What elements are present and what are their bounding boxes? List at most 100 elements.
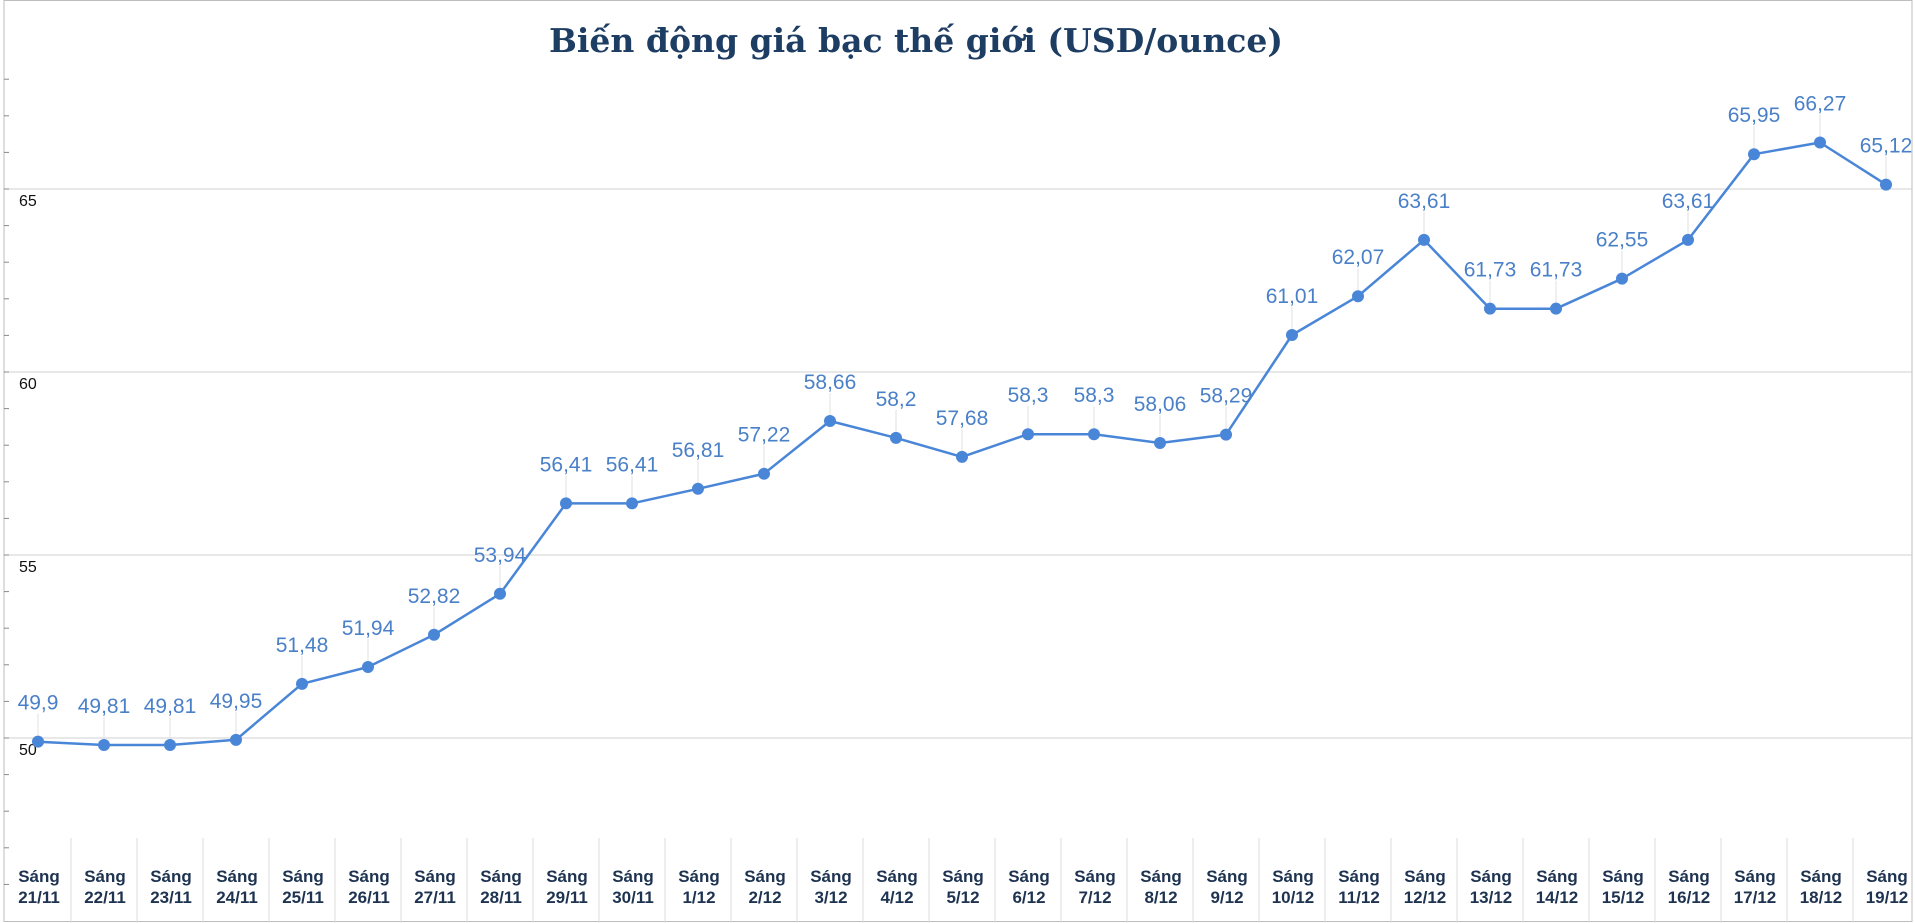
data-label: 49,95 xyxy=(210,690,263,713)
data-label: 56,81 xyxy=(672,439,725,462)
y-axis-tick-labels: 50 55 60 65 xyxy=(19,193,37,759)
x-tick-label: Sáng 15/12 xyxy=(1602,867,1645,907)
data-label: 58,29 xyxy=(1200,385,1253,408)
data-point xyxy=(758,467,770,480)
x-tick-label: Sáng 30/11 xyxy=(612,867,654,907)
gridlines xyxy=(4,188,1912,739)
data-point xyxy=(692,482,704,495)
data-point xyxy=(428,628,440,641)
data-label: 57,22 xyxy=(738,424,791,447)
data-point xyxy=(824,415,836,428)
data-point xyxy=(1550,302,1562,315)
x-tick-label: Sáng 4/12 xyxy=(876,867,918,907)
x-tick-label: Sáng 23/11 xyxy=(150,867,192,907)
data-label: 65,12 xyxy=(1860,135,1913,158)
data-label: 52,82 xyxy=(408,585,461,608)
x-tick-label: Sáng 10/12 xyxy=(1272,867,1315,907)
data-point xyxy=(1484,302,1496,315)
data-points xyxy=(32,114,1892,751)
data-label: 49,9 xyxy=(18,692,59,715)
data-label: 63,61 xyxy=(1662,190,1715,213)
data-point xyxy=(1352,290,1364,303)
data-point xyxy=(560,497,572,510)
x-tick-label: Sáng 11/12 xyxy=(1338,867,1380,907)
x-tick-label: Sáng 1/12 xyxy=(678,867,720,907)
data-label: 53,94 xyxy=(474,544,527,567)
data-label: 62,07 xyxy=(1332,246,1385,269)
x-tick-label: Sáng 16/12 xyxy=(1668,867,1711,907)
x-tick-label: Sáng 2/12 xyxy=(744,867,786,907)
x-tick-label: Sáng 6/12 xyxy=(1008,867,1050,907)
data-label: 51,94 xyxy=(342,617,395,640)
x-tick-label: Sáng 18/12 xyxy=(1800,867,1843,907)
data-label: 57,68 xyxy=(936,407,989,430)
data-label: 65,95 xyxy=(1728,104,1781,127)
data-point xyxy=(296,677,308,690)
x-tick-label: Sáng 13/12 xyxy=(1470,867,1513,907)
data-label: 51,48 xyxy=(276,634,329,657)
data-point xyxy=(1748,148,1760,161)
data-label: 61,73 xyxy=(1464,259,1517,282)
y-axis-minor-ticks xyxy=(4,78,9,885)
x-tick-label: Sáng 28/11 xyxy=(480,867,522,907)
x-tick-label: Sáng 5/12 xyxy=(942,867,984,907)
data-label: 58,3 xyxy=(1008,384,1049,407)
x-tick-label: Sáng 3/12 xyxy=(810,867,852,907)
data-point xyxy=(890,431,902,444)
data-label: 62,55 xyxy=(1596,229,1649,252)
data-label: 58,3 xyxy=(1074,384,1115,407)
data-point xyxy=(164,738,176,751)
data-label: 66,27 xyxy=(1794,93,1847,116)
data-point xyxy=(1220,428,1232,441)
data-point xyxy=(1616,272,1628,285)
data-point xyxy=(230,733,242,746)
x-axis-tick-labels: Sáng 21/11 Sáng 22/11 Sáng 23/11 Sáng 24/11 Sáng… xyxy=(18,867,1908,907)
x-axis-category-ticks xyxy=(70,838,1854,923)
data-point xyxy=(1880,178,1892,191)
data-point xyxy=(32,735,44,748)
data-point xyxy=(1814,136,1826,149)
x-tick-label: Sáng 22/11 xyxy=(84,867,126,907)
x-tick-label: Sáng 21/11 xyxy=(18,867,60,907)
data-label: 58,06 xyxy=(1134,393,1187,416)
data-label: 49,81 xyxy=(144,695,197,718)
data-point xyxy=(1418,233,1430,246)
x-tick-label: Sáng 24/11 xyxy=(216,867,258,907)
data-point xyxy=(1088,428,1100,441)
data-point xyxy=(1286,329,1298,342)
data-labels: 49,9 49,81 49,81 49,95 51,48 51,94 52,82 53,94 5… xyxy=(18,93,1913,718)
data-point xyxy=(1682,233,1694,246)
data-label: 61,01 xyxy=(1266,285,1319,308)
data-point xyxy=(956,450,968,463)
y-tick-label: 50 xyxy=(19,742,37,759)
data-label: 49,81 xyxy=(78,695,131,718)
data-label: 56,41 xyxy=(606,453,659,476)
data-point xyxy=(626,497,638,510)
y-tick-label: 55 xyxy=(19,559,37,576)
data-label: 58,66 xyxy=(804,371,857,394)
x-tick-label: Sáng 17/12 xyxy=(1734,867,1777,907)
data-label: 56,41 xyxy=(540,453,593,476)
y-tick-label: 65 xyxy=(19,193,37,210)
data-label: 63,61 xyxy=(1398,190,1451,213)
data-point xyxy=(1154,437,1166,450)
x-tick-label: Sáng 12/12 xyxy=(1404,867,1447,907)
x-tick-label: Sáng 27/11 xyxy=(414,867,456,907)
data-point xyxy=(362,660,374,673)
y-tick-label: 60 xyxy=(19,376,37,393)
x-tick-label: Sáng 29/11 xyxy=(546,867,588,907)
x-tick-label: Sáng 26/11 xyxy=(348,867,390,907)
data-point xyxy=(494,587,506,600)
x-tick-label: Sáng 19/12 xyxy=(1866,867,1909,907)
x-tick-label: Sáng 14/12 xyxy=(1536,867,1579,907)
x-tick-label: Sáng 7/12 xyxy=(1074,867,1116,907)
chart-frame xyxy=(3,0,1913,922)
data-point xyxy=(1022,428,1034,441)
x-tick-label: Sáng 25/11 xyxy=(282,867,324,907)
x-tick-label: Sáng 9/12 xyxy=(1206,867,1248,907)
data-label: 61,73 xyxy=(1530,259,1583,282)
x-tick-label: Sáng 8/12 xyxy=(1140,867,1182,907)
data-point xyxy=(98,738,110,751)
